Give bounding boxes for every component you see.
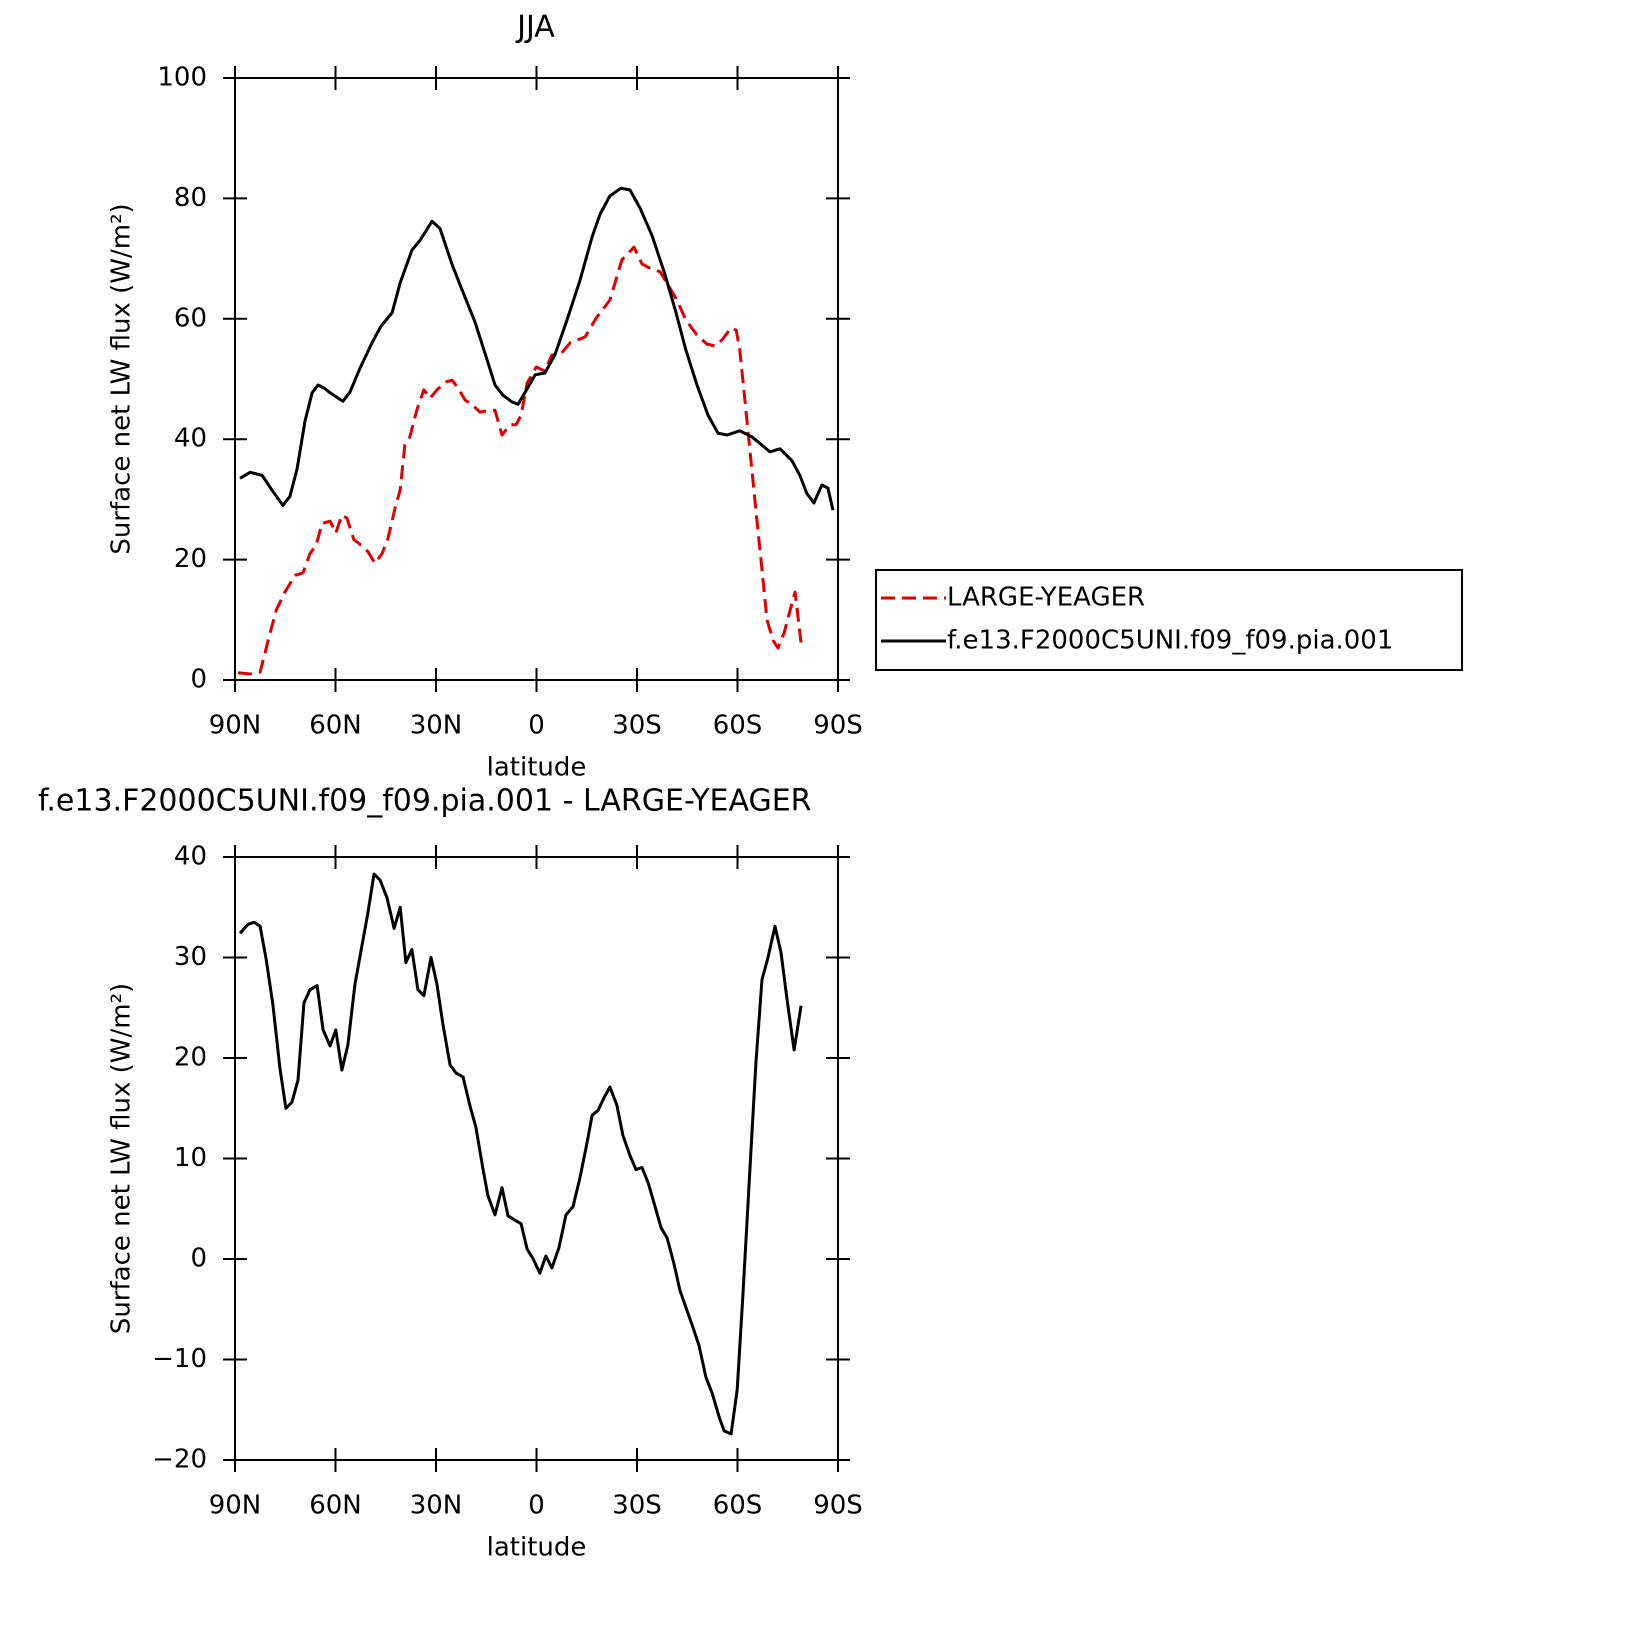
y-tick-label: −20: [152, 1445, 207, 1475]
legend-label: f.e13.F2000C5UNI.f09_f09.pia.001: [947, 626, 1393, 656]
legend-box: [875, 569, 1463, 671]
x-axis-label: latitude: [487, 753, 587, 783]
y-tick-label: 20: [174, 1043, 207, 1073]
data-line: [239, 186, 835, 511]
y-tick-label: 40: [174, 842, 207, 872]
data-line: [238, 872, 803, 1436]
chart-title: f.e13.F2000C5UNI.f09_f09.pia.001 - LARGE…: [38, 784, 812, 819]
x-tick-label: 90S: [813, 1491, 863, 1521]
chart-title: JJA: [515, 10, 555, 45]
x-tick-label: 60N: [309, 711, 362, 741]
y-tick-label: −10: [152, 1344, 207, 1374]
x-tick-label: 90N: [209, 711, 262, 741]
x-tick-label: 30S: [612, 1491, 662, 1521]
plot-frame: [234, 77, 839, 681]
x-tick-label: 0: [528, 1491, 545, 1521]
x-tick-label: 60S: [713, 1491, 763, 1521]
x-tick-label: 90N: [209, 1491, 262, 1521]
legend-label: LARGE-YEAGER: [947, 583, 1145, 613]
y-tick-label: 30: [174, 942, 207, 972]
y-tick-label: 40: [174, 424, 207, 454]
x-tick-label: 60S: [713, 711, 763, 741]
y-axis-label: Surface net LW flux (W/m²): [107, 983, 137, 1334]
plot-frame: [234, 856, 839, 1461]
x-tick-label: 30N: [410, 1491, 463, 1521]
x-axis-label: latitude: [487, 1533, 587, 1563]
y-tick-label: 10: [174, 1143, 207, 1173]
x-tick-label: 30N: [410, 711, 463, 741]
y-tick-label: 60: [174, 303, 207, 333]
x-tick-label: 90S: [813, 711, 863, 741]
data-line: [237, 245, 803, 676]
y-tick-label: 100: [157, 63, 207, 93]
y-tick-label: 0: [190, 1244, 207, 1274]
y-axis-label: Surface net LW flux (W/m²): [107, 203, 137, 554]
x-tick-label: 60N: [309, 1491, 362, 1521]
y-tick-label: 80: [174, 183, 207, 213]
x-tick-label: 30S: [612, 711, 662, 741]
y-tick-label: 0: [190, 665, 207, 695]
x-tick-label: 0: [528, 711, 545, 741]
y-tick-label: 20: [174, 544, 207, 574]
